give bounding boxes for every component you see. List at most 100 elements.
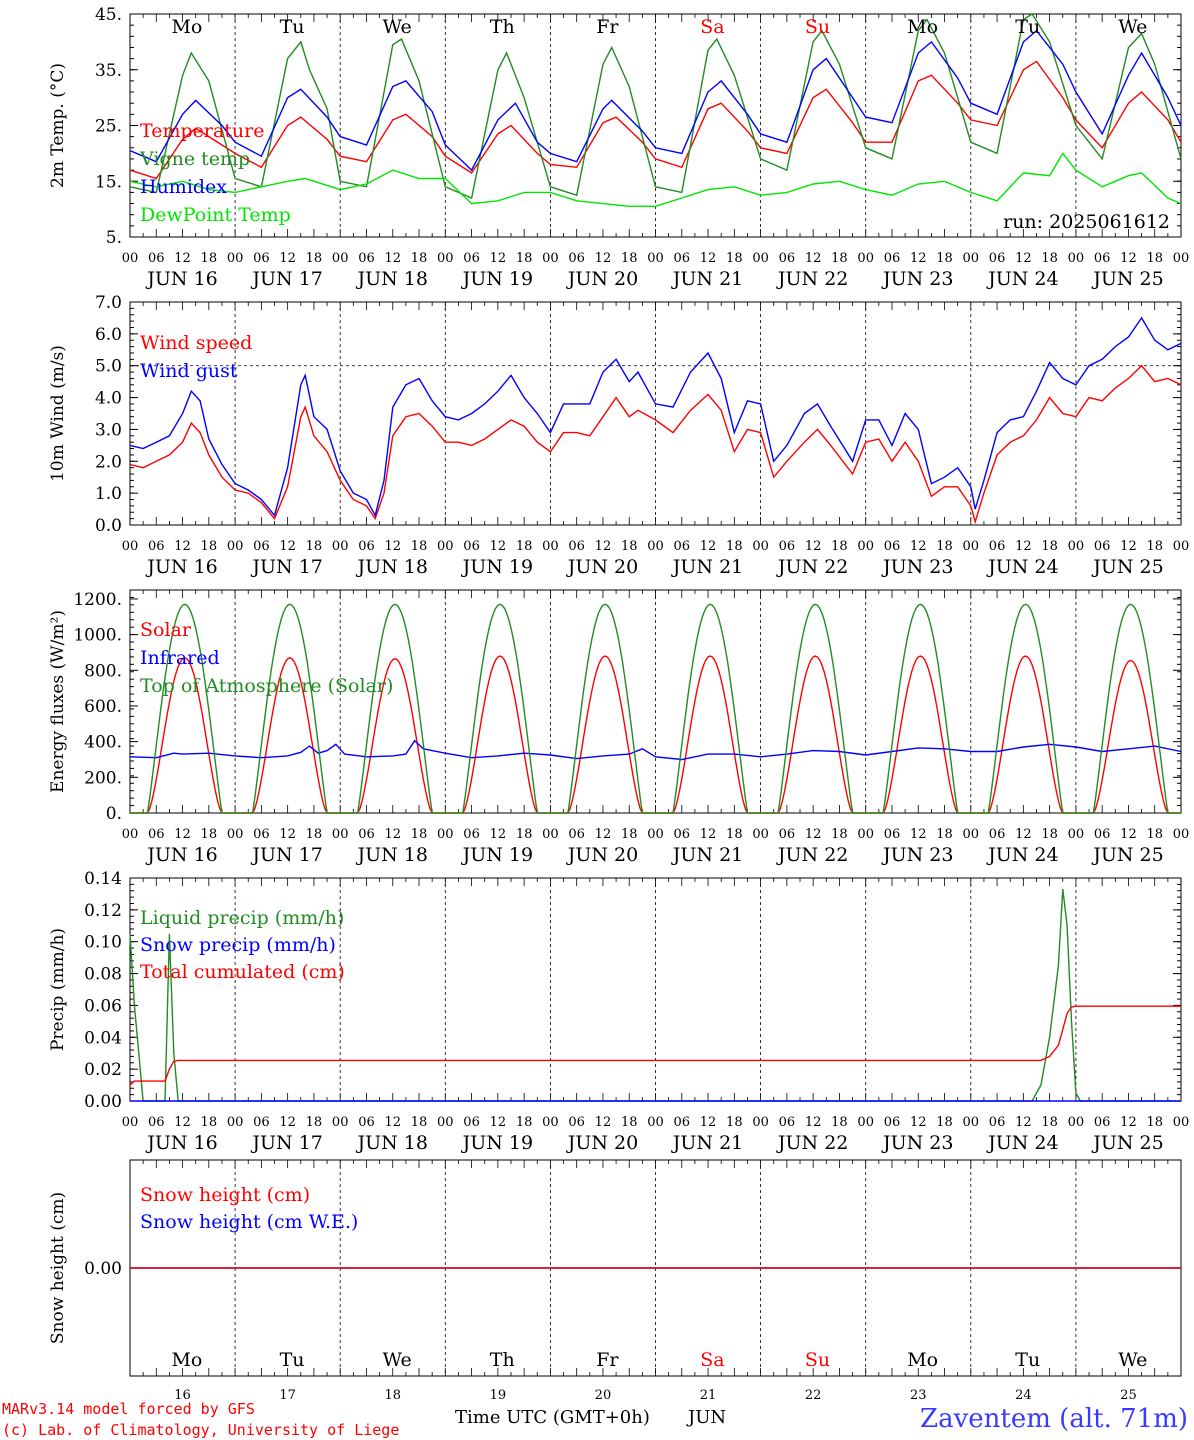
series-line-red	[129, 1005, 1181, 1086]
weekday-label: We	[383, 16, 412, 38]
date-label: JUN 22	[776, 844, 848, 866]
hour-label: 18	[726, 1115, 743, 1130]
hour-label: 00	[1068, 251, 1085, 266]
hour-label: 18	[831, 1115, 848, 1130]
hour-label: 12	[700, 539, 717, 554]
hour-label: 06	[568, 827, 585, 842]
hour-label: 18	[1041, 539, 1058, 554]
hour-label: 12	[910, 827, 927, 842]
hour-label: 06	[568, 1115, 585, 1130]
date-label: JUN 16	[145, 268, 217, 290]
y-axis-label: Precip (mm/h)	[48, 928, 68, 1051]
date-label: JUN 21	[671, 1132, 743, 1154]
date-label: JUN 24	[986, 268, 1058, 290]
y-tick-label: 200.	[84, 768, 122, 788]
hour-label: 12	[910, 251, 927, 266]
hour-label: 06	[779, 827, 796, 842]
hour-label: 00	[227, 251, 244, 266]
hour-label: 18	[516, 539, 533, 554]
weekday-label: Tu	[1015, 16, 1040, 38]
date-label: JUN 24	[986, 844, 1058, 866]
hour-label: 18	[306, 251, 323, 266]
hour-label: 06	[989, 1115, 1006, 1130]
hour-label: 06	[148, 539, 165, 554]
series-line-green	[130, 603, 1181, 814]
hour-label: 18	[1146, 1115, 1163, 1130]
day-number-label: 23	[910, 1388, 927, 1403]
hour-label: 12	[595, 1115, 612, 1130]
y-tick-label: 25.	[95, 117, 122, 137]
date-label: JUN 16	[145, 1132, 217, 1154]
y-tick-label: 600.	[84, 697, 122, 717]
hour-label: 00	[122, 1115, 139, 1130]
hour-label: 18	[831, 539, 848, 554]
y-tick-label: 0.	[106, 804, 122, 824]
hour-label: 00	[332, 1115, 349, 1130]
hour-label: 06	[253, 539, 270, 554]
y-axis-label: 10m Wind (m/s)	[48, 345, 68, 482]
hour-label: 18	[411, 251, 428, 266]
hour-label: 00	[122, 539, 139, 554]
panel-frame	[129, 301, 1182, 526]
hour-label: 06	[358, 827, 375, 842]
hour-label: 12	[384, 1115, 401, 1130]
day-number-label: 19	[490, 1388, 507, 1403]
y-tick-label: 1000.	[73, 626, 122, 646]
hour-label: 18	[621, 827, 638, 842]
date-label: JUN 21	[671, 556, 743, 578]
y-tick-label: 45.	[95, 5, 122, 25]
weekday-label: Sa	[700, 16, 724, 38]
hour-label: 12	[910, 1115, 927, 1130]
legend-entry: Snow height (cm W.E.)	[140, 1211, 358, 1233]
weekday-label: Fr	[596, 16, 619, 38]
date-label: JUN 23	[881, 556, 953, 578]
y-tick-label: 5.	[106, 228, 122, 248]
weekday-label: We	[1118, 16, 1147, 38]
y-tick-label: 0.12	[84, 901, 122, 921]
legend-entry: Total cumulated (cm)	[140, 961, 345, 983]
series-line-green	[129, 889, 1181, 1102]
date-label: JUN 17	[250, 1132, 322, 1154]
hour-label: 18	[411, 1115, 428, 1130]
hour-label: 12	[384, 251, 401, 266]
hour-label: 12	[279, 539, 296, 554]
hour-label: 00	[227, 1115, 244, 1130]
hour-label: 00	[647, 827, 664, 842]
hour-label: 06	[1094, 251, 1111, 266]
y-tick-label: 6.0	[95, 325, 122, 345]
date-label: JUN 25	[1091, 556, 1163, 578]
weekday-label: Mo	[907, 1349, 938, 1371]
hour-label: 00	[227, 827, 244, 842]
hour-label: 06	[674, 1115, 691, 1130]
y-tick-label: 0.00	[84, 1092, 122, 1112]
hour-label: 00	[542, 1115, 559, 1130]
hour-label: 00	[752, 1115, 769, 1130]
hour-label: 12	[490, 1115, 507, 1130]
weekday-label: Mo	[907, 16, 938, 38]
hour-label: 12	[1015, 1115, 1032, 1130]
hour-label: 00	[1173, 251, 1190, 266]
weekday-label: Fr	[596, 1349, 619, 1371]
weekday-label: Tu	[280, 16, 305, 38]
hour-label: 00	[1068, 827, 1085, 842]
panel-frame	[129, 589, 1182, 814]
hour-label: 06	[884, 539, 901, 554]
hour-label: 18	[1146, 827, 1163, 842]
hour-label: 00	[963, 251, 980, 266]
date-label: JUN 20	[566, 1132, 638, 1154]
hour-label: 12	[1120, 251, 1137, 266]
hour-label: 00	[857, 251, 874, 266]
hour-label: 06	[779, 539, 796, 554]
date-label: JUN 19	[461, 556, 533, 578]
hour-label: 18	[1041, 827, 1058, 842]
hour-label: 06	[358, 1115, 375, 1130]
hour-label: 00	[963, 827, 980, 842]
hour-label: 06	[989, 827, 1006, 842]
hour-label: 00	[857, 1115, 874, 1130]
hour-label: 06	[358, 539, 375, 554]
y-axis-label: Snow height (cm)	[48, 1192, 68, 1344]
xaxis-title: Time UTC (GMT+0h)	[455, 1407, 650, 1428]
hour-label: 12	[384, 539, 401, 554]
hour-label: 00	[647, 251, 664, 266]
day-number-label: 20	[595, 1388, 612, 1403]
